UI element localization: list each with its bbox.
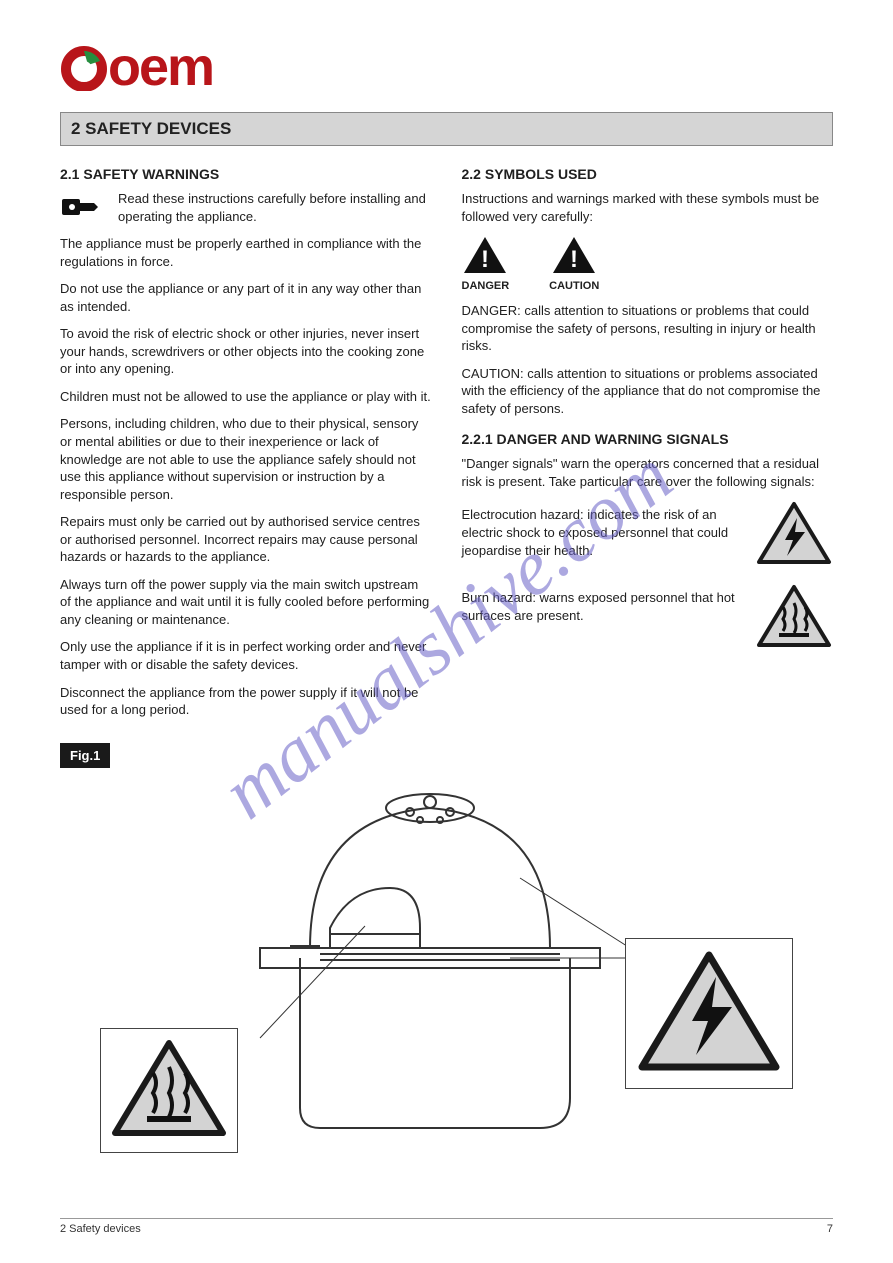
- caution-description: CAUTION: calls attention to situations o…: [462, 365, 834, 418]
- symbol-pair: ! DANGER ! CAUTION: [462, 235, 834, 292]
- logo-text: oem: [108, 40, 213, 94]
- figure-block: Fig.1: [60, 743, 833, 1168]
- signals-lead: "Danger signals" warn the operators conc…: [462, 455, 834, 490]
- danger-symbol-block: ! DANGER: [462, 235, 510, 292]
- signal-electrocution-desc: Electrocution hazard: indicates the risk…: [462, 500, 740, 559]
- callout-electrocution-hazard: [625, 938, 793, 1089]
- caution-label: CAUTION: [549, 280, 599, 292]
- footer-page-number: 7: [827, 1223, 833, 1235]
- svg-text:!: !: [481, 246, 489, 273]
- brand-logo: oem: [60, 40, 833, 94]
- logo-mark-icon: [60, 43, 108, 91]
- p-repairs: Repairs must only be carried out by auth…: [60, 513, 432, 566]
- section-heading: 2 SAFETY DEVICES: [60, 112, 833, 146]
- right-subheading: 2.2 SYMBOLS USED: [462, 166, 834, 182]
- signals-subheading: 2.2.1 DANGER AND WARNING SIGNALS: [462, 431, 834, 447]
- burn-hazard-icon: [755, 583, 833, 654]
- oven-illustration-icon: [220, 758, 640, 1141]
- electrocution-hazard-icon: [634, 1065, 784, 1080]
- electrocution-hazard-icon: [755, 500, 833, 571]
- caution-triangle-icon: !: [551, 263, 597, 278]
- footer-section: 2 Safety devices: [60, 1223, 141, 1235]
- svg-text:!: !: [570, 246, 578, 273]
- burn-hazard-icon: [109, 1129, 229, 1144]
- callout-burn-hazard: [100, 1028, 238, 1153]
- pointing-hand-icon: [60, 193, 100, 223]
- p-earthed: The appliance must be properly earthed i…: [60, 235, 432, 270]
- p-children: Children must not be allowed to use the …: [60, 388, 432, 406]
- p-turn-off: Always turn off the power supply via the…: [60, 576, 432, 629]
- p-abilities: Persons, including children, who due to …: [60, 415, 432, 503]
- left-subheading: 2.1 SAFETY WARNINGS: [60, 166, 432, 182]
- p-read-instructions: Read these instructions carefully before…: [118, 190, 432, 225]
- danger-label: DANGER: [462, 280, 510, 292]
- signal-list: Electrocution hazard: indicates the risk…: [462, 500, 834, 654]
- left-column: 2.1 SAFETY WARNINGS Read these instructi…: [60, 160, 432, 729]
- signal-burn-desc: Burn hazard: warns exposed personnel tha…: [462, 583, 740, 624]
- p-disconnect: Disconnect the appliance from the power …: [60, 684, 432, 719]
- p-no-hands: To avoid the risk of electric shock or o…: [60, 325, 432, 378]
- content-columns: 2.1 SAFETY WARNINGS Read these instructi…: [60, 160, 833, 729]
- figure-area: [60, 768, 833, 1168]
- caution-symbol-block: ! CAUTION: [549, 235, 599, 292]
- p-working-order: Only use the appliance if it is in perfe…: [60, 638, 432, 673]
- danger-triangle-icon: !: [462, 263, 508, 278]
- symbols-lead: Instructions and warnings marked with th…: [462, 190, 834, 225]
- page-footer: 2 Safety devices 7: [60, 1218, 833, 1235]
- p-intended-use: Do not use the appliance or any part of …: [60, 280, 432, 315]
- read-carefully-row: Read these instructions carefully before…: [60, 190, 432, 225]
- signal-electrocution: Electrocution hazard: indicates the risk…: [462, 500, 834, 571]
- figure-label: Fig.1: [60, 743, 110, 768]
- danger-description: DANGER: calls attention to situations or…: [462, 302, 834, 355]
- right-column: 2.2 SYMBOLS USED Instructions and warnin…: [462, 160, 834, 729]
- signal-burn: Burn hazard: warns exposed personnel tha…: [462, 583, 834, 654]
